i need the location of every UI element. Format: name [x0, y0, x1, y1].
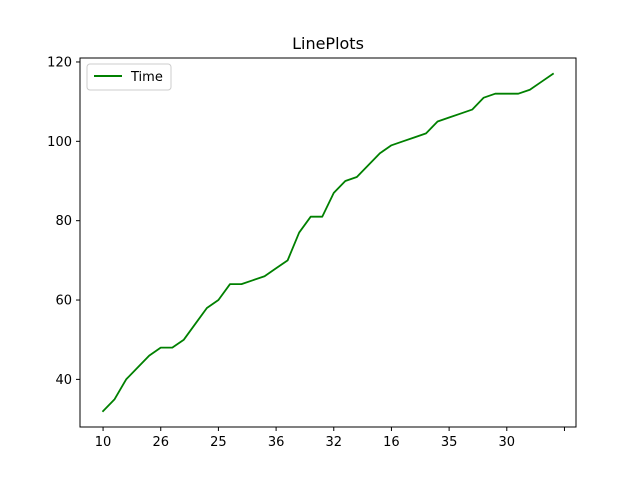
x-tick-label: 36 [268, 435, 285, 450]
y-tick-label: 120 [47, 55, 72, 70]
chart-title: LinePlots [292, 34, 364, 53]
x-tick-label: 35 [441, 435, 458, 450]
plot-frame [79, 57, 577, 428]
y-tick-label: 40 [55, 373, 72, 388]
x-tick-label: 26 [152, 435, 169, 450]
series-line-time [101, 72, 555, 413]
x-tick-label: 32 [325, 435, 342, 450]
plot-area: 40 60 80 100 120 10 26 25 36 32 16 35 30 [47, 55, 565, 450]
x-tick-label: 10 [95, 435, 112, 450]
legend-box [86, 63, 172, 91]
y-tick-label: 100 [47, 135, 72, 150]
x-tick-label: 16 [383, 435, 400, 450]
legend-label-time: Time [130, 70, 163, 85]
y-tick-label: 80 [55, 214, 72, 229]
x-tick-label: 25 [210, 435, 227, 450]
y-tick-label: 60 [55, 294, 72, 309]
x-tick-label: 30 [499, 435, 516, 450]
legend: Time [86, 63, 172, 91]
